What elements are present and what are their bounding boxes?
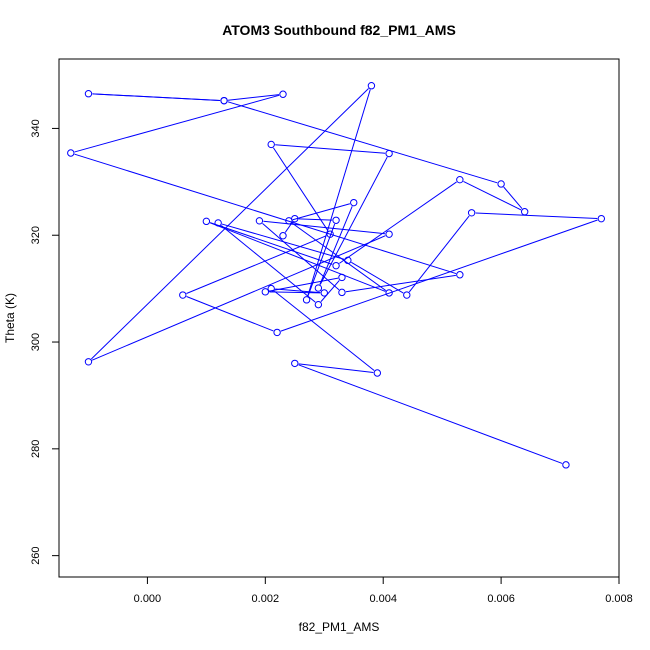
data-point xyxy=(273,328,281,337)
data-point xyxy=(338,288,346,297)
x-tick-label: 0.008 xyxy=(605,593,633,605)
data-point xyxy=(597,214,606,223)
data-point xyxy=(255,217,264,225)
data-point xyxy=(403,291,411,299)
data-point xyxy=(332,261,340,270)
series-segment xyxy=(503,186,523,210)
data-point xyxy=(291,359,299,368)
data-point xyxy=(326,230,334,238)
y-tick-label: 300 xyxy=(30,333,42,351)
data-point xyxy=(67,149,75,157)
series-segment xyxy=(262,223,340,291)
data-point xyxy=(261,288,270,296)
series-segment xyxy=(263,220,386,235)
data-point xyxy=(344,256,352,265)
x-tick-label: 0.002 xyxy=(252,593,280,605)
series-segment xyxy=(186,235,327,294)
data-point xyxy=(332,216,340,224)
y-tick-label: 280 xyxy=(30,440,42,458)
series-segment xyxy=(280,219,598,332)
series-segment xyxy=(275,144,386,154)
series-segment xyxy=(463,181,522,211)
series-segment xyxy=(307,89,371,297)
data-point xyxy=(385,230,393,238)
y-axis: 260 280 300 320 340 xyxy=(30,119,60,565)
data-point xyxy=(320,289,328,297)
x-axis-label: f82_PM1_AMS xyxy=(299,620,380,634)
series-segment xyxy=(475,212,598,219)
series-segment xyxy=(209,222,386,292)
series-segment xyxy=(320,280,340,302)
data-point xyxy=(562,461,570,469)
series-segment xyxy=(275,288,321,294)
data-point xyxy=(338,273,346,282)
data-point xyxy=(385,289,393,297)
data-point xyxy=(179,291,187,299)
data-point xyxy=(279,90,287,98)
data-point xyxy=(279,232,287,240)
x-tick-label: 0.006 xyxy=(487,593,515,605)
x-axis: 0.000 0.002 0.004 0.006 0.008 xyxy=(134,576,633,605)
series-segment xyxy=(269,291,321,294)
series-segment xyxy=(227,94,280,101)
series-segment xyxy=(351,261,404,294)
series-segment xyxy=(319,206,353,285)
y-tick-label: 320 xyxy=(30,226,42,244)
y-axis-label: Theta (K) xyxy=(3,293,17,343)
y-tick-label: 340 xyxy=(30,119,42,137)
series-segment xyxy=(292,203,351,221)
data-point xyxy=(314,300,323,309)
series-segment xyxy=(298,363,374,374)
data-point xyxy=(520,208,529,216)
series-segment xyxy=(220,225,316,303)
series-layer xyxy=(67,82,606,469)
series-segment xyxy=(307,223,336,297)
series-segment xyxy=(339,181,457,264)
data-point xyxy=(267,140,275,149)
data-point xyxy=(220,96,228,105)
series-segment xyxy=(272,147,329,232)
data-point xyxy=(202,217,211,226)
series-segment xyxy=(91,235,386,361)
data-point xyxy=(367,82,376,90)
data-point xyxy=(467,209,476,217)
chart-title: ATOM3 Southbound f82_PM1_AMS xyxy=(222,22,456,38)
series-segment xyxy=(74,94,280,153)
series-segment xyxy=(209,222,333,265)
series-segment xyxy=(92,93,221,101)
data-point xyxy=(385,149,393,158)
series-segment xyxy=(274,290,375,371)
data-point xyxy=(350,198,358,207)
series-segment xyxy=(227,101,498,184)
data-point xyxy=(314,284,323,292)
series-segment xyxy=(345,274,456,293)
series-segment xyxy=(291,222,387,291)
y-tick-label: 260 xyxy=(30,546,42,564)
data-point xyxy=(84,90,93,98)
data-point xyxy=(456,271,464,279)
data-point xyxy=(497,180,505,188)
data-point xyxy=(302,296,311,304)
series-segment xyxy=(186,296,274,332)
series-segment xyxy=(298,364,563,464)
series-segment xyxy=(90,88,369,360)
data-point xyxy=(373,369,382,377)
series-segment xyxy=(74,153,457,275)
data-point xyxy=(267,284,275,293)
series-segment xyxy=(284,221,293,233)
series-segment xyxy=(269,277,339,292)
series-segment xyxy=(408,215,470,293)
series-segment xyxy=(298,218,333,221)
x-tick-label: 0.000 xyxy=(134,593,162,605)
x-tick-label: 0.004 xyxy=(369,593,397,605)
series-segment xyxy=(319,156,388,285)
data-point xyxy=(456,175,464,184)
data-point xyxy=(214,219,222,227)
data-point xyxy=(84,358,93,366)
data-point xyxy=(291,214,299,223)
